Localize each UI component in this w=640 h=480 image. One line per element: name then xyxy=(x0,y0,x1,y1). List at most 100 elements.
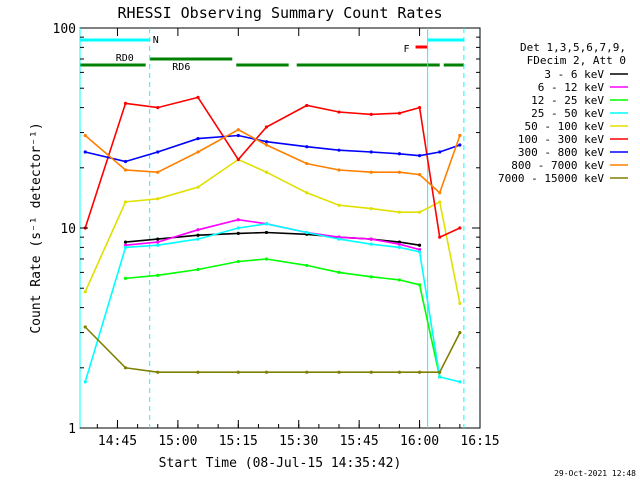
series-point xyxy=(236,218,240,222)
x-tick-label: 15:45 xyxy=(340,434,379,449)
series-point xyxy=(305,191,309,195)
legend-entry-label: 12 - 25 keV xyxy=(531,94,604,107)
legend-entry-label: 50 - 100 keV xyxy=(525,120,605,133)
y-tick-label: 10 xyxy=(60,222,76,237)
series-point xyxy=(369,150,373,154)
legend-entry-label: 3 - 6 keV xyxy=(544,68,604,81)
series-point xyxy=(123,245,128,249)
series-point xyxy=(264,257,269,261)
y-tick-label: 100 xyxy=(53,22,76,37)
series-point xyxy=(417,210,422,214)
series-point xyxy=(417,247,422,252)
series-point xyxy=(397,111,402,115)
x-tick-label: 15:30 xyxy=(279,434,318,449)
series-point xyxy=(397,152,402,156)
series-point xyxy=(83,325,87,329)
series-point xyxy=(196,370,200,374)
series-point xyxy=(417,250,422,254)
series-point xyxy=(369,242,373,246)
series-point xyxy=(83,133,87,138)
y-tick-label: 1 xyxy=(68,422,76,437)
series-layer xyxy=(83,95,462,384)
series-point xyxy=(264,230,269,235)
series-point xyxy=(417,243,422,247)
series-point xyxy=(438,375,442,379)
series-point xyxy=(123,240,128,244)
series-point xyxy=(156,105,160,110)
series-point xyxy=(369,170,373,174)
legend-entry-label: 7000 - 15000 keV xyxy=(498,172,604,185)
series-point xyxy=(264,222,269,226)
series-point xyxy=(236,226,240,230)
series-point xyxy=(369,370,373,374)
legend: Det 1,3,5,6,7,9, FDecim 2, Att 0 3 - 6 k… xyxy=(498,41,628,185)
x-tick-label: 16:15 xyxy=(460,434,499,449)
series-point xyxy=(156,237,160,241)
legend-entry-label: 300 - 800 keV xyxy=(518,146,604,159)
plot-frame xyxy=(79,27,481,429)
series-point xyxy=(196,150,200,154)
legend-header-line-1: Det 1,3,5,6,7,9, xyxy=(520,41,626,54)
series-point xyxy=(369,237,373,241)
series-point xyxy=(123,168,128,172)
legend-entry-label: 800 - 7000 keV xyxy=(511,159,604,172)
x-axis-label: Start Time (08-Jul-15 14:35:42) xyxy=(159,456,402,471)
timestamp: 29-Oct-2021 12:48 xyxy=(554,469,636,478)
series-point xyxy=(337,168,341,172)
series-point xyxy=(264,170,269,174)
series-point xyxy=(417,370,422,374)
x-tick-label: 15:00 xyxy=(158,434,197,449)
series-line xyxy=(84,222,461,383)
series-point xyxy=(458,133,462,138)
series-point xyxy=(305,103,309,108)
series-point xyxy=(438,370,442,374)
flag-layer: N RD0 RD6 F xyxy=(79,28,465,428)
legend-header-line-2: FDecim 2, Att 0 xyxy=(527,54,626,67)
flag-label-rd0: RD0 xyxy=(116,53,134,64)
series-point xyxy=(305,161,309,166)
series-point xyxy=(156,150,160,154)
series-point xyxy=(123,276,128,280)
series-point xyxy=(123,101,128,105)
series-point xyxy=(337,270,341,274)
series-point xyxy=(156,273,160,277)
series-point xyxy=(123,366,128,370)
flag-label-f: F xyxy=(404,44,410,55)
series-point xyxy=(458,380,462,384)
series-point xyxy=(337,203,341,207)
series-point xyxy=(83,150,87,154)
series-point xyxy=(305,230,309,235)
series-point xyxy=(438,200,442,204)
series-point xyxy=(397,170,402,174)
series-point xyxy=(236,157,240,162)
series-point xyxy=(397,210,402,214)
series-point xyxy=(156,170,160,174)
series-point xyxy=(417,154,422,158)
series-point xyxy=(417,105,422,110)
chart-title: RHESSI Observing Summary Count Rates xyxy=(117,4,442,22)
series-point xyxy=(305,145,309,149)
series-point xyxy=(236,231,240,235)
legend-entry-label: 6 - 12 keV xyxy=(538,81,605,94)
series-point xyxy=(156,197,160,201)
series-point xyxy=(196,267,200,272)
flag-label-n: N xyxy=(153,35,159,46)
series-point xyxy=(156,243,160,247)
series-line xyxy=(125,231,420,246)
series-point xyxy=(369,207,373,211)
flag-label-rd6: RD6 xyxy=(172,62,190,73)
series-point xyxy=(369,112,373,116)
series-point xyxy=(264,140,269,144)
series-point xyxy=(83,380,87,384)
axis-layer: 1 10 100 14:45 15:00 15:15 15:30 15:45 16:00 16:1… xyxy=(53,22,500,449)
series-point xyxy=(264,143,269,147)
series-point xyxy=(438,191,442,195)
x-tick-label: 15:15 xyxy=(219,434,258,449)
series-point xyxy=(236,259,240,264)
series-point xyxy=(196,185,200,189)
series-point xyxy=(337,148,341,152)
series-point xyxy=(458,330,462,335)
series-point xyxy=(369,275,373,279)
series-point xyxy=(417,283,422,287)
